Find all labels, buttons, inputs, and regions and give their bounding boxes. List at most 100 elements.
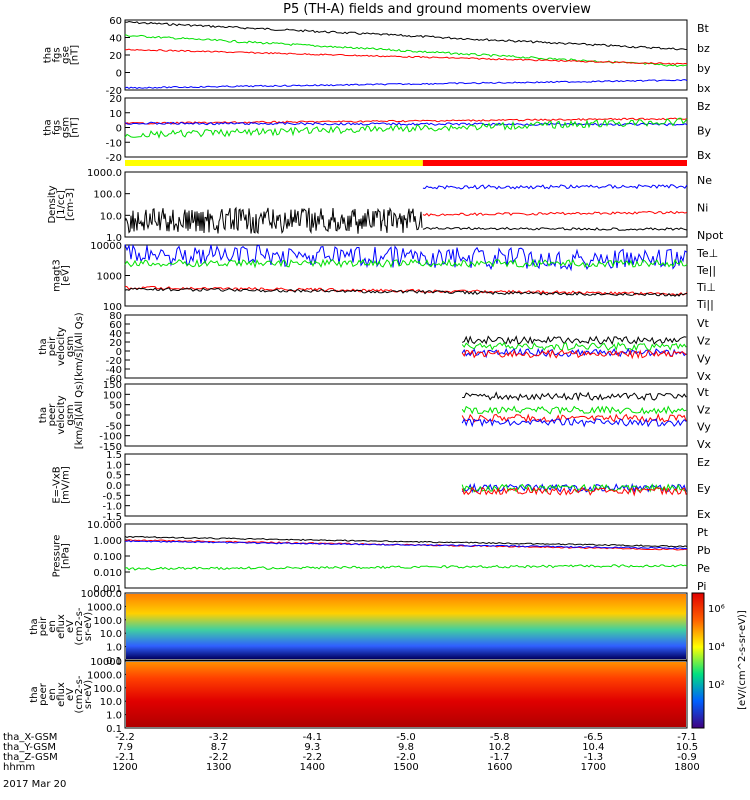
ylabel-peir-vel: [km/s](All Qs) — [74, 312, 85, 380]
ytick-efield-3: 0.0 — [106, 481, 122, 492]
ytick-fgs-gse-0: 60 — [109, 16, 122, 27]
series-Vt — [461, 335, 687, 346]
legend-efield-Ex: Ex — [697, 508, 711, 521]
legend-peer-vel-Vy: Vy — [697, 421, 711, 434]
series-Ti-par — [124, 258, 688, 269]
ytick-density-0: 1000.0 — [87, 168, 122, 179]
ytick-peir-spec-1: 1000.0 — [87, 602, 122, 613]
ytick-pressure-3: 0.010 — [93, 568, 122, 579]
ytick-peir-vel-5: -20 — [106, 356, 122, 367]
xaxis-value: 10.2 — [489, 742, 511, 753]
ylabel-density: [1/cc] — [56, 190, 67, 219]
ylabel-peir-spec: eflux — [56, 614, 67, 639]
series-Npot — [422, 184, 688, 190]
colorbar — [691, 592, 705, 729]
series-Vx — [461, 417, 687, 428]
ytick-fgs-gsm-1: 10 — [109, 109, 122, 120]
ylabel-temp: magt3 — [52, 259, 63, 292]
series-Vy — [461, 405, 687, 415]
ylabel-fgs-gsm: tha — [43, 119, 54, 135]
ylabel-peer-spec: (cm2-s- — [74, 675, 85, 713]
ytick-peir-vel-1: 60 — [109, 320, 122, 331]
xaxis-value: -2.1 — [115, 752, 135, 763]
colorbar-tick: 10² — [708, 680, 725, 691]
ytick-peir-spec-0: 10000.0 — [81, 589, 122, 600]
series-Ni-2 — [422, 226, 688, 231]
ylabel-fgs-gse: [nT] — [70, 45, 81, 65]
series-Te-perp — [124, 285, 688, 296]
ytick-peir-vel-6: -40 — [106, 365, 122, 376]
date-label: 2017 Mar 20 — [3, 779, 66, 790]
ytick-fgs-gsm-4: -20 — [106, 153, 122, 164]
series-Pi — [125, 540, 688, 550]
ytick-peer-vel-0: 150 — [103, 380, 122, 391]
ytick-temp-1: 1000 — [97, 272, 122, 283]
ylabel-pressure: [nPa] — [61, 543, 72, 569]
series-Ni — [124, 206, 423, 235]
ylabel-fgs-gsm: gsm — [61, 117, 72, 138]
legend-peer-vel-Vt: Vt — [697, 386, 710, 399]
xaxis-value: -3.2 — [209, 732, 229, 743]
panel-frame-pressure — [124, 523, 688, 589]
ytick-density-2: 10.0 — [100, 211, 122, 222]
ytick-fgs-gsm-0: 20 — [109, 94, 122, 105]
legend-fgs-gse-bz: bz — [697, 42, 710, 55]
legend-efield-Ey: Ey — [697, 482, 711, 495]
panel-frame-density — [124, 171, 688, 238]
ylabel-density: Density — [47, 185, 58, 223]
ytick-peer-spec-0: 10000 — [90, 657, 122, 668]
legend-fgs-gsm-Bx: Bx — [697, 149, 712, 162]
ylabel-peer-spec: peer — [38, 682, 49, 706]
panel-frame-peir-spec — [124, 592, 688, 661]
xaxis-value: 1200 — [112, 762, 137, 773]
xaxis-value: -2.0 — [396, 752, 416, 763]
xaxis-row-label: tha_Y-GSM — [3, 742, 56, 753]
ytick-peir-vel-3: 20 — [109, 338, 122, 349]
xaxis-value: 10.4 — [582, 742, 604, 753]
ylabel-pressure: Pressure — [52, 535, 63, 578]
panel-frame-peir-vel — [124, 314, 688, 379]
xaxis-value: -7.1 — [677, 732, 697, 743]
ylabel-peer-vel: peer — [47, 403, 58, 427]
legend-pressure-Pt: Pt — [697, 526, 709, 539]
ylabel-peir-spec: peir — [38, 616, 49, 636]
ylabel-peer-vel: tha — [38, 407, 49, 423]
series-Pt — [124, 535, 688, 548]
legend-density-Ne: Ne — [697, 174, 712, 187]
ylabel-fgs-gsm: [nT] — [70, 117, 81, 137]
xaxis-value: -4.1 — [303, 732, 323, 743]
ylabel-peer-spec: tha — [29, 686, 40, 702]
ylabel-peer-vel: [km/s](All Qs) — [74, 381, 85, 449]
legend-fgs-gsm-By: By — [697, 125, 712, 138]
spectrogram-peir — [126, 594, 686, 659]
series-By — [124, 117, 688, 139]
legend-density-Ni: Ni — [697, 202, 708, 215]
ylabel-peer-spec: sr-eV) — [83, 680, 94, 709]
ytick-peer-spec-2: 100.0 — [93, 684, 122, 695]
xaxis-value: -1.7 — [490, 752, 510, 763]
chart-title: P5 (TH-A) fields and ground moments over… — [283, 2, 591, 17]
ylabel-peir-vel: peir — [47, 336, 58, 356]
panel-frame-peer-spec — [124, 660, 688, 729]
ytick-peir-spec-4: 1.0 — [106, 643, 122, 654]
ytick-pressure-4: 0.001 — [93, 584, 122, 595]
series-Ez — [461, 486, 687, 497]
series-Ti-perp — [124, 244, 688, 272]
ytick-fgs-gse-4: -20 — [106, 86, 122, 97]
ytick-efield-0: 1.5 — [106, 450, 122, 461]
ytick-pressure-0: 10.000 — [87, 520, 122, 531]
ytick-peir-vel-2: 40 — [109, 329, 122, 340]
xaxis-value: -2.2 — [115, 732, 135, 743]
ytick-density-3: 1.0 — [106, 233, 122, 244]
status-bar-yellow — [125, 160, 423, 166]
series-Bt — [124, 20, 688, 51]
xaxis-value: 1400 — [300, 762, 325, 773]
legend-density-Npot: Npot — [697, 229, 724, 242]
panel-frame-peer-vel — [124, 383, 688, 447]
xaxis-value: 9.8 — [398, 742, 414, 753]
legend-temp-Te||: Te|| — [696, 264, 716, 277]
series-Ne — [422, 210, 688, 217]
ytick-efield-2: 0.5 — [106, 471, 122, 482]
ytick-efield-5: -1.0 — [102, 502, 122, 513]
